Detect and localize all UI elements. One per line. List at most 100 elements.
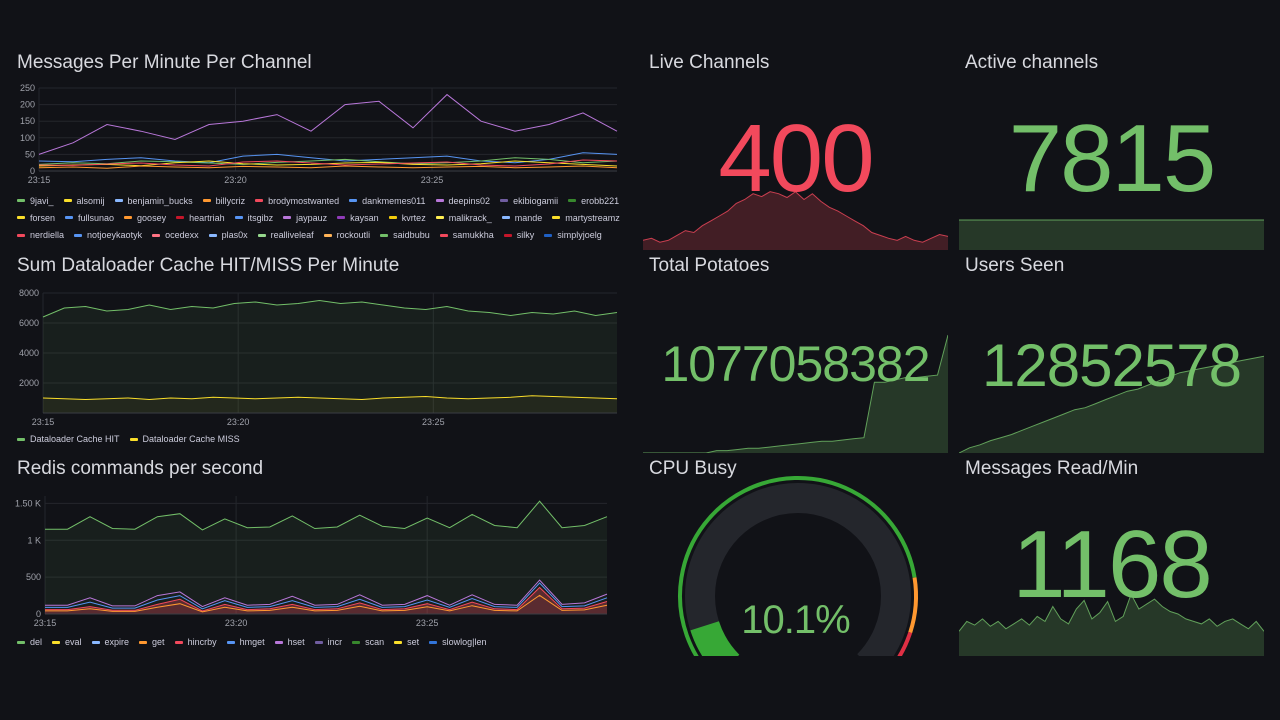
legend-swatch — [174, 640, 183, 644]
legend-label: alsomij — [76, 195, 105, 206]
legend-label: Dataloader Cache MISS — [142, 434, 240, 444]
messages-legend-item[interactable]: goosey — [124, 211, 166, 224]
series-line[interactable] — [38, 152, 618, 164]
redis-chart[interactable]: 1.50 K 1 K 500 023:15 23:20 23:25 — [11, 488, 631, 638]
active-channels-panel[interactable]: Active channels 7815 — [959, 52, 1264, 250]
dataloader-legend-item[interactable]: Dataloader Cache HIT — [17, 433, 120, 445]
legend-label: malikrack_ — [448, 212, 492, 223]
messages-legend-item[interactable]: ekibiogamii — [500, 194, 558, 207]
messages-read-sparkline — [959, 592, 1264, 656]
x-tick-label: 23:25 — [422, 417, 445, 427]
redis-legend-item[interactable]: get — [139, 636, 165, 648]
series-line[interactable] — [38, 165, 618, 169]
active-channels-value: 7815 — [1008, 105, 1217, 212]
sparkline-area — [959, 594, 1264, 656]
messages-legend-item[interactable]: saidbubu — [380, 229, 430, 242]
live-channels-panel[interactable]: Live Channels 400 — [643, 52, 948, 250]
messages-legend-item[interactable]: 9javi_ — [17, 194, 54, 207]
redis-legend-item[interactable]: expire — [91, 636, 129, 648]
messages-legend-item[interactable]: billycriz — [202, 194, 245, 207]
users-seen-panel[interactable]: Users Seen 12852578 — [959, 255, 1264, 453]
messages-legend-item[interactable]: brodymostwanted — [255, 194, 339, 207]
redis-legend-item[interactable]: incr — [314, 636, 342, 648]
redis-legend-item[interactable]: hset — [274, 636, 305, 648]
sparkline-area — [643, 335, 948, 453]
messages-legend-item[interactable]: mande — [501, 211, 542, 224]
total-potatoes-panel[interactable]: Total Potatoes 1077058382 — [643, 255, 948, 453]
y-tick-label: 2000 — [19, 378, 39, 388]
legend-label: set — [407, 637, 420, 647]
messages-legend-item[interactable]: simplyjoelg — [544, 229, 602, 242]
series-line[interactable] — [38, 159, 618, 167]
legend-swatch — [17, 216, 25, 220]
cpu-busy-value: 10.1% — [741, 598, 850, 642]
messages-legend-item[interactable]: heartriah — [176, 211, 225, 224]
series-line[interactable] — [45, 582, 608, 610]
messages-per-minute-panel[interactable]: Messages Per Minute Per Channel 250 200 15… — [11, 52, 631, 244]
messages-legend-item[interactable]: ocedexx — [152, 229, 199, 242]
legend-label: brodymostwanted — [268, 195, 340, 206]
dataloader-panel[interactable]: Sum Dataloader Cache HIT/MISS Per Minute… — [11, 255, 631, 447]
messages-legend-item[interactable]: realliveleaf — [257, 229, 314, 242]
legend-label: plas0x — [221, 230, 248, 241]
series-line[interactable] — [38, 93, 618, 155]
messages-read-panel[interactable]: Messages Read/Min 1168 — [959, 458, 1264, 656]
live-channels-title: Live Channels — [649, 52, 770, 73]
legend-swatch — [139, 640, 148, 644]
dataloader-legend: Dataloader Cache HIT Dataloader Cache MIS… — [17, 433, 627, 445]
legend-label: itsgibz — [247, 212, 274, 223]
series-line[interactable] — [42, 395, 618, 401]
y-tick-label: 500 — [26, 572, 41, 582]
series-line[interactable] — [38, 157, 618, 165]
messages-legend-item[interactable]: samukkha — [439, 229, 494, 242]
dataloader-legend-item[interactable]: Dataloader Cache MISS — [129, 433, 240, 445]
legend-label: forsen — [30, 212, 56, 223]
series-line[interactable] — [45, 579, 608, 608]
legend-swatch — [500, 199, 509, 203]
redis-legend-item[interactable]: set — [394, 636, 419, 648]
messages-legend-item[interactable]: kaysan — [337, 211, 379, 224]
messages-legend-item[interactable]: rockoutli — [323, 229, 370, 242]
messages-legend-item[interactable]: dankmemes011 — [349, 194, 426, 207]
redis-legend-item[interactable]: del — [17, 636, 42, 648]
series-line[interactable] — [45, 586, 608, 612]
messages-chart[interactable]: 250 200 150 100 50 023:15 23:20 23:25 — [11, 78, 631, 218]
messages-legend-item[interactable]: malikrack_ — [435, 211, 492, 224]
messages-legend-item[interactable]: alsomij — [63, 194, 105, 207]
legend-swatch — [17, 199, 25, 203]
messages-legend-item[interactable]: deepins02 — [435, 194, 490, 207]
redis-legend-item[interactable]: eval — [52, 636, 82, 648]
redis-legend-item[interactable]: hmget — [226, 636, 265, 648]
sparkline-area — [959, 220, 1264, 250]
series-line[interactable] — [45, 594, 608, 613]
series-line[interactable] — [42, 299, 618, 318]
messages-legend-item[interactable]: kvrtez — [388, 211, 426, 224]
messages-legend-item[interactable]: jaypauz — [283, 211, 327, 224]
messages-legend-item[interactable]: fullsunao — [65, 211, 114, 224]
messages-legend-item[interactable]: forsen — [17, 211, 55, 224]
messages-legend-item[interactable]: itsgibz — [234, 211, 274, 224]
series-area — [45, 501, 607, 614]
messages-legend-item[interactable]: plas0x — [208, 229, 248, 242]
dataloader-chart[interactable]: 8000 6000 4000 2000 23:15 23:20 23:25 — [11, 285, 631, 435]
messages-legend-item[interactable]: benjamin_bucks — [114, 194, 193, 207]
legend-swatch — [17, 233, 25, 237]
legend-label: Dataloader Cache HIT — [30, 434, 120, 444]
redis-legend-item[interactable]: slowlog|len — [429, 636, 487, 648]
legend-label: eval — [65, 637, 82, 647]
redis-legend-item[interactable]: scan — [352, 636, 384, 648]
series-line[interactable] — [45, 500, 608, 531]
legend-label: hincrby — [187, 637, 217, 647]
legend-swatch — [283, 216, 292, 220]
y-tick-label: 4000 — [19, 348, 39, 358]
messages-legend-item[interactable]: silky — [503, 229, 534, 242]
redis-legend-item[interactable]: hincrby — [174, 636, 217, 648]
sparkline-line — [959, 355, 1264, 453]
messages-legend-item[interactable]: martystreamz — [552, 211, 620, 224]
cpu-busy-panel[interactable]: CPU Busy 10.1% — [643, 458, 948, 656]
legend-swatch — [152, 233, 161, 237]
messages-legend-item[interactable]: nerdiella — [17, 229, 64, 242]
messages-legend-item[interactable]: erobb221 — [568, 194, 619, 207]
messages-legend-item[interactable]: notjoeykaotyk — [74, 229, 142, 242]
